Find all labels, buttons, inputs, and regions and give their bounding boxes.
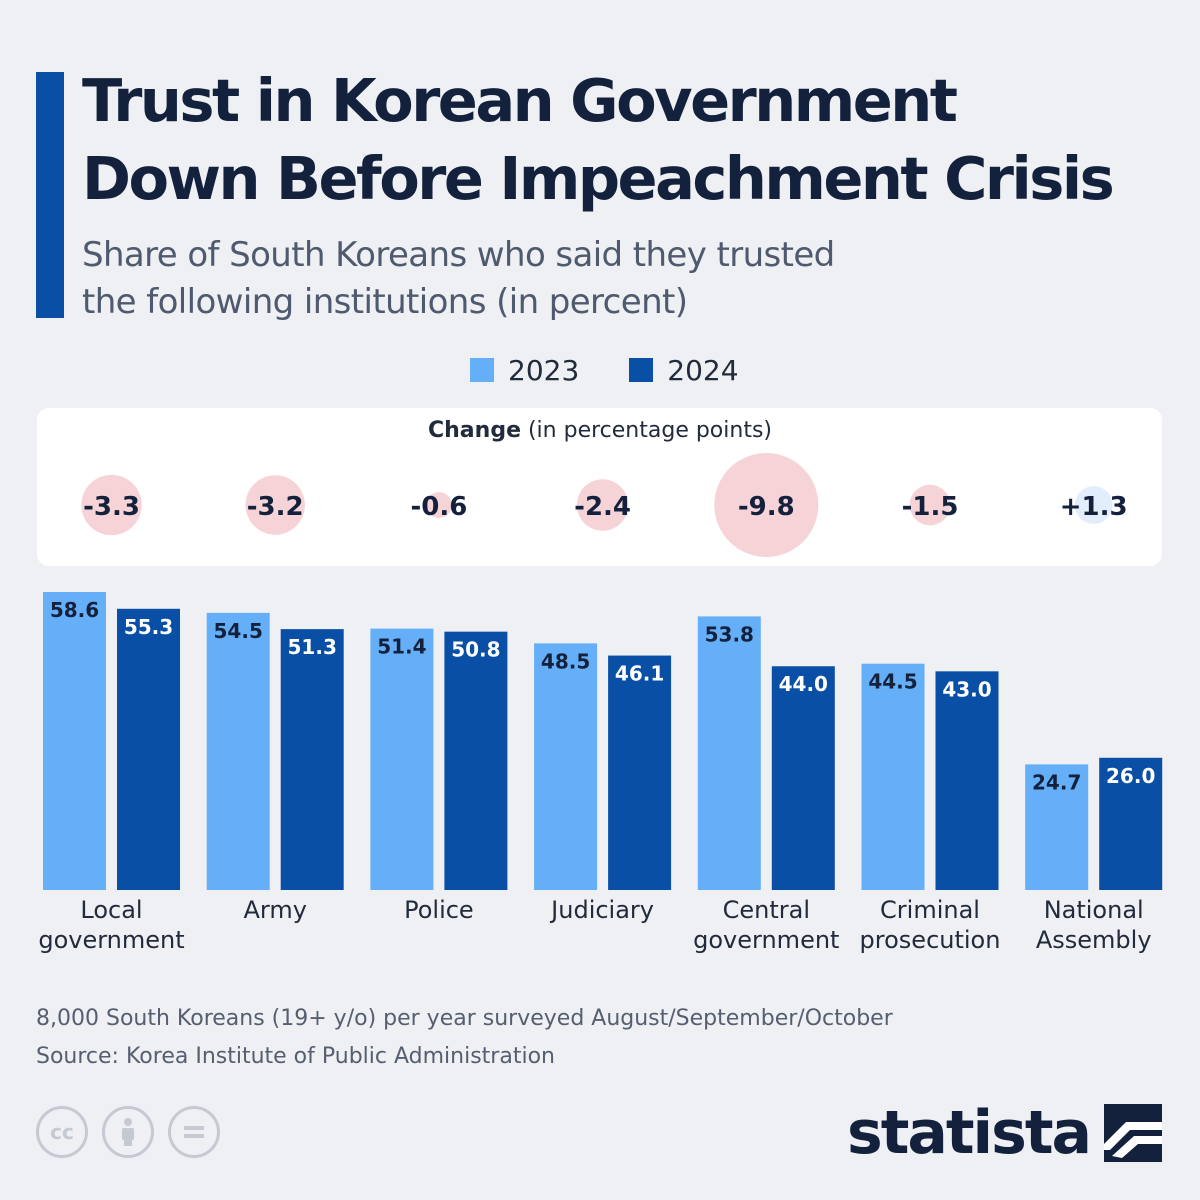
license-icons: cc [36, 1106, 220, 1158]
equals-glyph [184, 1126, 204, 1138]
category-label: prosecution [860, 926, 1001, 954]
chart-subtitle-line: Share of South Koreans who said they tru… [82, 235, 835, 275]
bar-2023 [370, 628, 434, 890]
change-value-label: -3.2 [247, 492, 304, 522]
bar-value-label: 24.7 [1032, 770, 1081, 794]
category-label: Assembly [1036, 926, 1152, 954]
legend-swatch-2023 [470, 358, 494, 382]
legend-swatch-2024 [629, 358, 654, 382]
change-bubble [576, 479, 629, 531]
change-bubble [81, 474, 142, 536]
change-title-rest: (in percentage points) [520, 418, 772, 443]
change-value-label: -1.5 [902, 492, 959, 522]
category-label: Central [723, 896, 810, 924]
chart-title-line: Trust in Korean Government [82, 66, 958, 135]
bar-chart: 58.655.3Localgovernment-3.354.551.3Army-… [38, 453, 1163, 954]
category-label: Local [80, 896, 142, 924]
title-accent-bar [36, 72, 64, 318]
bar-value-label: 50.8 [451, 638, 500, 662]
bar-2024 [1099, 757, 1163, 890]
category-label: National [1044, 896, 1144, 924]
legend-entry-2023: 2023 [470, 354, 579, 387]
bar-2023 [534, 643, 598, 890]
chart-subtitle-line: the following institutions (in percent) [82, 282, 688, 322]
bar-2023 [206, 612, 270, 890]
chart-title-line: Down Before Impeachment Crisis [82, 144, 1115, 213]
change-value-label: -3.3 [83, 492, 140, 522]
change-panel-title: Change (in percentage points) [0, 418, 1200, 443]
statista-logo[interactable]: statista [847, 1098, 1162, 1168]
no-derivatives-icon[interactable] [168, 1106, 220, 1158]
chart-subtitle: Share of South Koreans who said they tru… [82, 232, 1082, 326]
category-label: Army [243, 896, 306, 924]
bar-value-label: 26.0 [1106, 764, 1155, 788]
change-bubble [714, 453, 819, 557]
bar-value-label: 54.5 [214, 619, 263, 643]
change-bubble [909, 484, 951, 526]
bar-value-label: 55.3 [124, 615, 173, 639]
bar-value-label: 51.3 [288, 635, 337, 659]
bar-2024 [280, 629, 344, 890]
bar-value-label: 46.1 [615, 662, 664, 686]
bar-2023 [861, 663, 925, 890]
bar-value-label: 48.5 [541, 649, 590, 673]
bar-2023 [697, 616, 761, 890]
bar-2023 [1025, 764, 1089, 890]
change-bubble [426, 492, 452, 518]
bar-value-label: 44.0 [779, 672, 828, 696]
legend: 2023 2024 [470, 350, 739, 390]
change-title-bold: Change [428, 418, 521, 443]
change-bubble [1074, 486, 1113, 524]
category-label: Judiciary [549, 896, 654, 924]
category-label: Police [404, 896, 474, 924]
bar-value-label: 44.5 [868, 670, 917, 694]
logo-wordmark: statista [846, 1098, 1092, 1168]
source-note: Source: Korea Institute of Public Admini… [36, 1044, 555, 1069]
bar-value-label: 53.8 [705, 622, 754, 646]
category-label: government [693, 926, 839, 954]
bar-2024 [935, 671, 999, 890]
attribution-icon[interactable] [102, 1106, 154, 1158]
change-value-label: -9.8 [738, 492, 795, 522]
legend-entry-2024: 2024 [629, 353, 739, 387]
bar-2024 [608, 655, 672, 890]
footnote-block: 8,000 South Koreans (19+ y/o) per year s… [36, 1000, 893, 1076]
cc-icon[interactable]: cc [36, 1106, 88, 1158]
change-value-label: -0.6 [410, 492, 467, 522]
legend-label-2024: 2024 [667, 353, 739, 387]
bar-2023 [43, 592, 106, 890]
bar-2024 [771, 666, 835, 890]
bar-value-label: 58.6 [50, 598, 99, 622]
category-label: government [38, 926, 184, 954]
change-value-label: +1.3 [1060, 492, 1128, 522]
chart-title: Trust in Korean Government Down Before I… [82, 62, 1192, 218]
category-label: Criminal [880, 896, 980, 924]
legend-label-2023: 2023 [508, 353, 580, 387]
bar-2024 [444, 631, 508, 890]
logo-icon [1104, 1104, 1162, 1162]
bar-value-label: 43.0 [942, 677, 991, 701]
change-bubble [245, 475, 305, 535]
change-value-label: -2.4 [574, 492, 631, 522]
person-glyph [122, 1118, 134, 1146]
bar-value-label: 51.4 [377, 635, 426, 659]
bar-2024 [117, 608, 180, 890]
survey-note: 8,000 South Koreans (19+ y/o) per year s… [36, 1006, 893, 1031]
